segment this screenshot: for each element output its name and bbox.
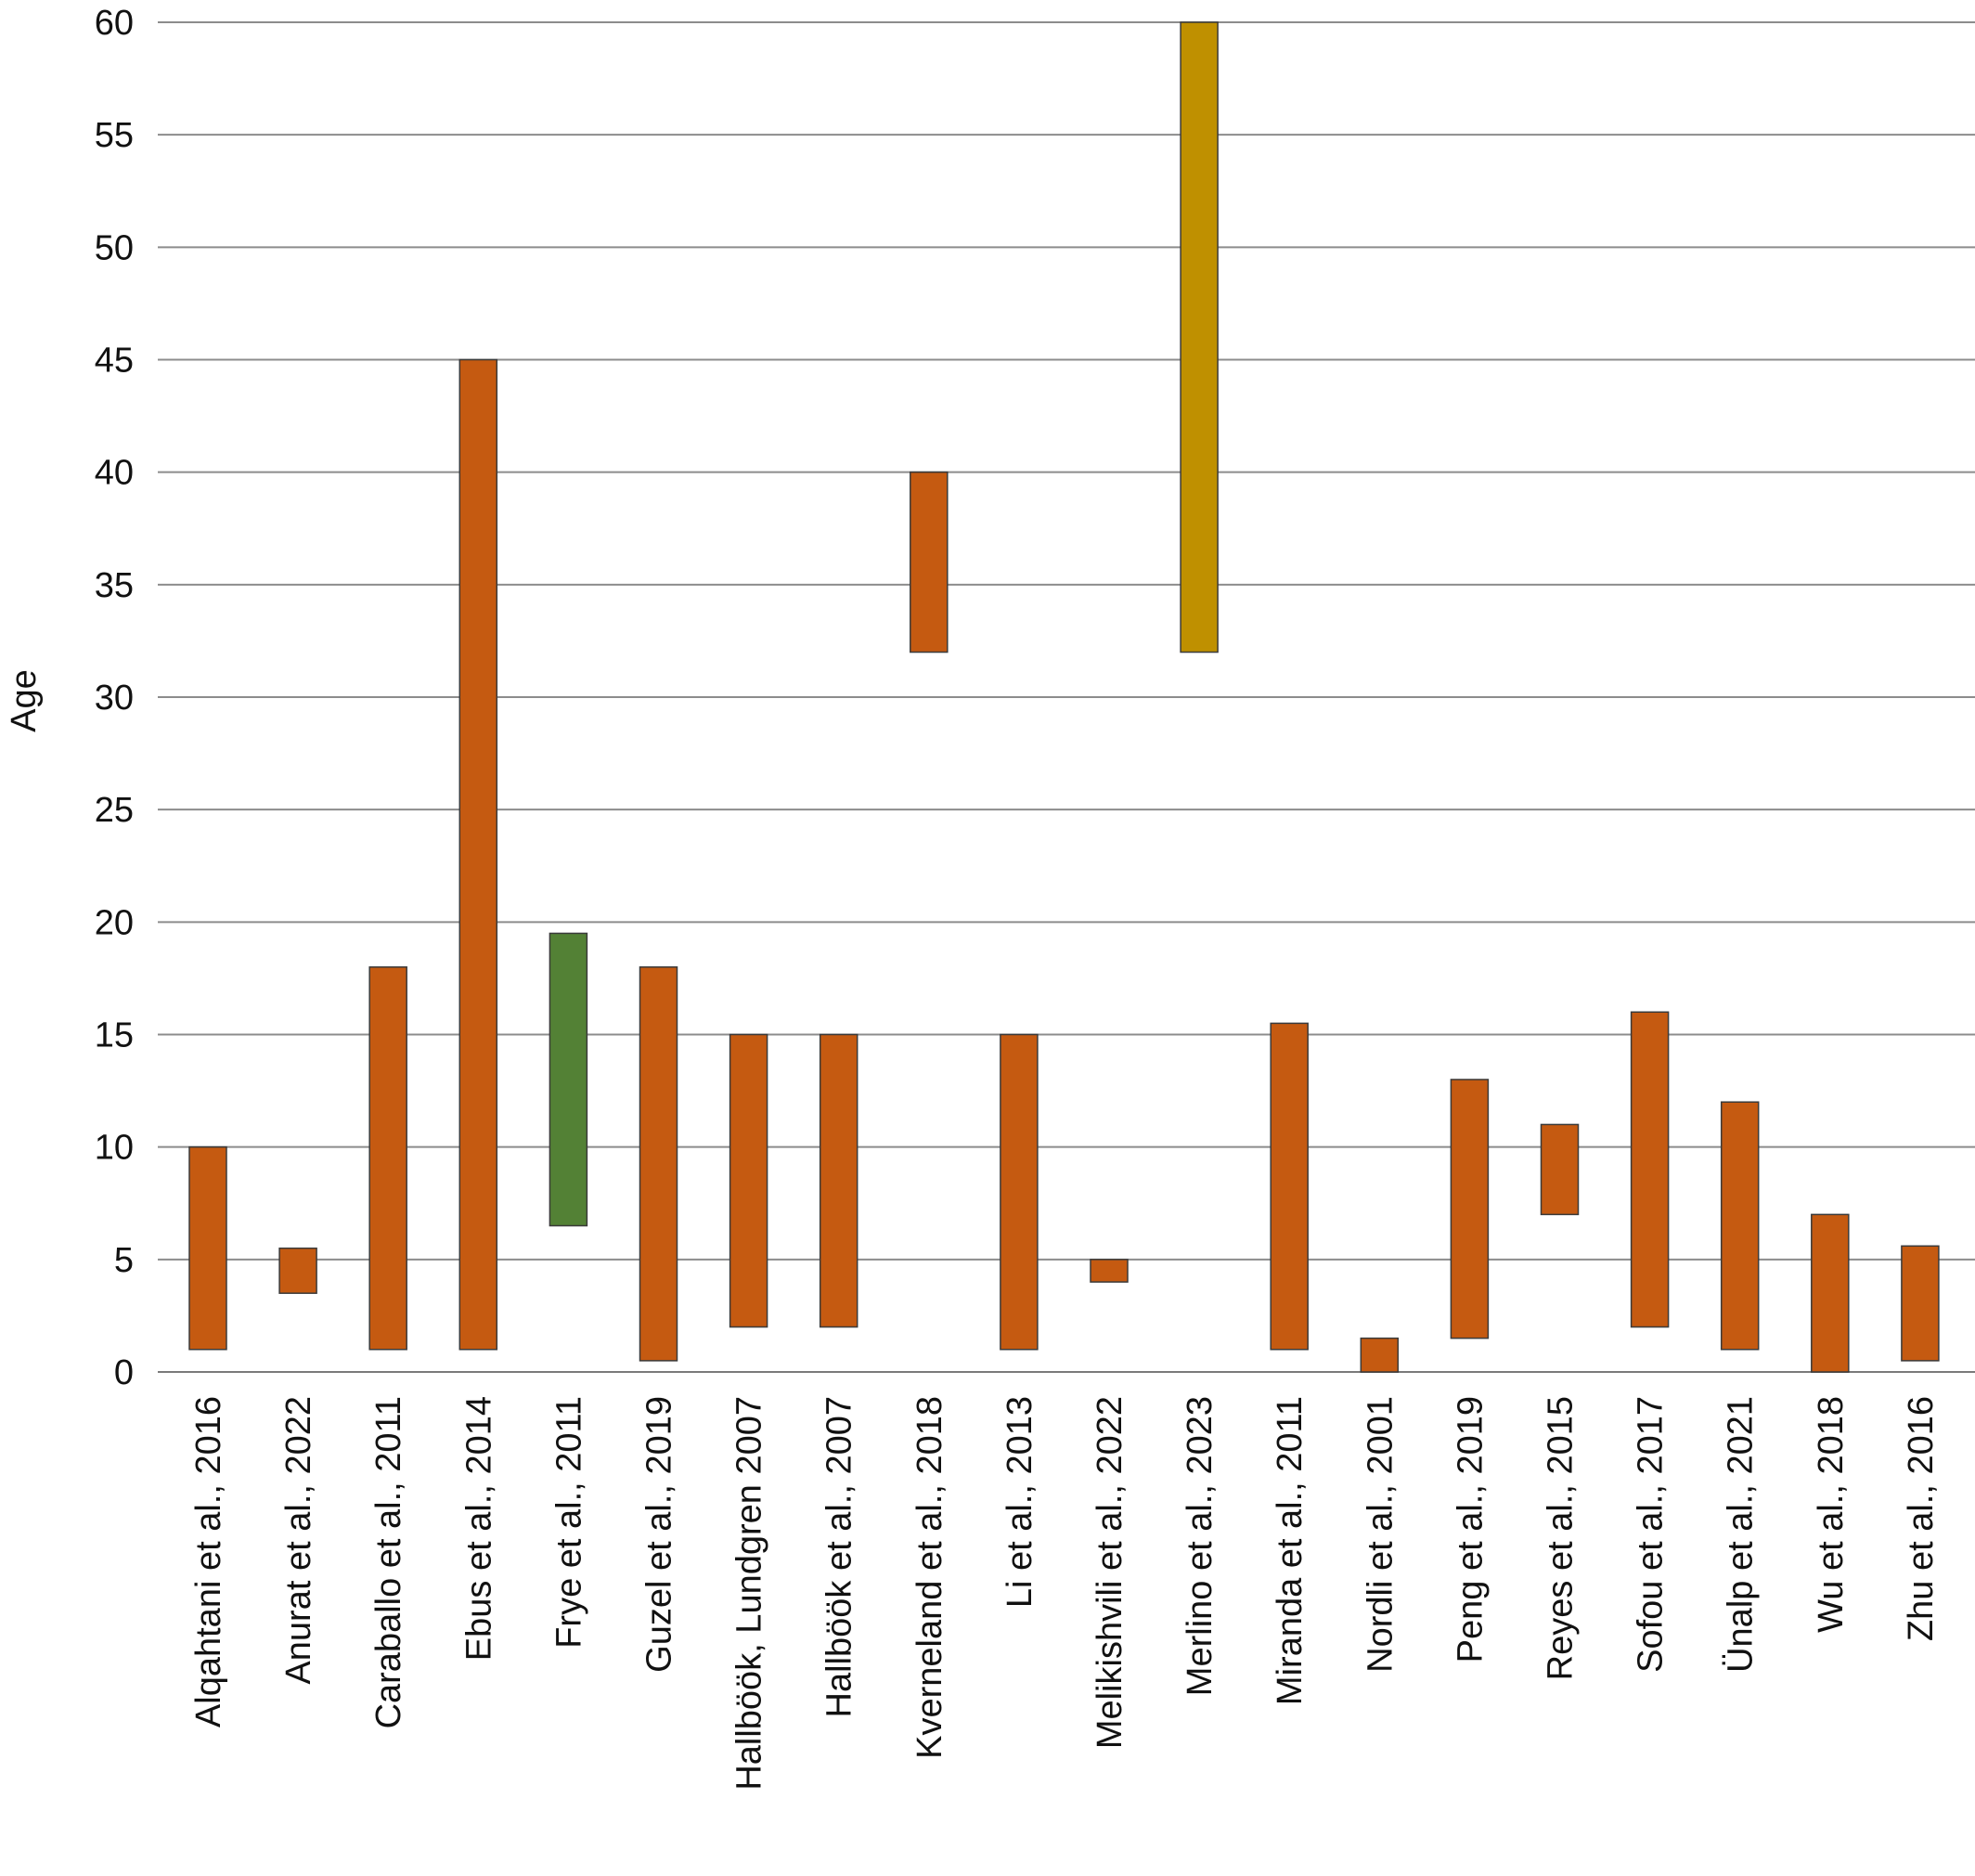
category-labels: Alqahtani et al., 2016 Anurat et al., 202… <box>189 1396 1941 1791</box>
category-label: Sofou et al., 2017 <box>1632 1396 1671 1673</box>
y-tick-label: 35 <box>95 566 134 605</box>
range-bar <box>368 966 407 1351</box>
category-label: Guzel et al., 2019 <box>640 1396 679 1673</box>
category-label: Peng et al., 2019 <box>1451 1396 1490 1663</box>
y-tick-label: 40 <box>95 454 134 493</box>
y-tick-label: 30 <box>95 679 134 718</box>
category-label: Miranda et al., 2011 <box>1271 1396 1310 1705</box>
y-axis-title: Age <box>5 669 44 732</box>
range-bar <box>1270 1022 1309 1351</box>
category-label: Kverneland et al., 2018 <box>910 1396 949 1759</box>
category-label: Nordli et al., 2001 <box>1361 1396 1400 1673</box>
category-label: Ebus et al., 2014 <box>459 1396 498 1661</box>
category-label: Hallböök, Lundgren 2007 <box>730 1396 769 1791</box>
category-label: Reyes et al., 2015 <box>1542 1396 1581 1680</box>
range-bar <box>1540 1123 1580 1216</box>
range-bar <box>1090 1259 1129 1283</box>
y-tick-label: 60 <box>95 4 134 43</box>
gridlines <box>158 21 1975 1373</box>
category-label: Ünalp et al., 2021 <box>1722 1396 1761 1673</box>
category-label: Frye et al., 2011 <box>549 1396 588 1649</box>
range-bar <box>1180 21 1219 653</box>
range-bar <box>278 1247 317 1294</box>
y-tick-labels: 0 5 10 15 20 25 30 35 40 45 50 55 60 <box>95 4 134 1392</box>
category-label: Li et al., 2013 <box>1000 1396 1039 1608</box>
category-label: Wu et al., 2018 <box>1812 1396 1851 1633</box>
category-label: Merlino et al., 2023 <box>1181 1396 1220 1696</box>
range-bar <box>819 1033 858 1328</box>
range-bar <box>188 1145 227 1351</box>
bars <box>188 21 1940 1373</box>
category-label: Caraballo et al., 2011 <box>369 1396 408 1728</box>
range-bar <box>1630 1011 1670 1328</box>
y-tick-label: 25 <box>95 791 134 830</box>
y-tick-label: 5 <box>114 1241 134 1280</box>
category-label: Alqahtani et al., 2016 <box>189 1396 228 1727</box>
y-tick-label: 45 <box>95 342 134 381</box>
range-bar <box>639 966 678 1362</box>
range-bar <box>1811 1213 1850 1373</box>
range-bar <box>910 471 949 653</box>
range-bar <box>1450 1079 1490 1339</box>
category-label: Zhu et al., 2016 <box>1902 1396 1941 1641</box>
range-bar <box>549 932 588 1227</box>
y-tick-label: 20 <box>95 903 134 942</box>
category-label: Melikishvili et al., 2022 <box>1091 1396 1129 1749</box>
category-label: Hallböök et al., 2007 <box>820 1396 859 1717</box>
y-tick-label: 15 <box>95 1016 134 1055</box>
range-bar <box>1720 1101 1760 1351</box>
category-label: Anurat et al., 2022 <box>279 1396 318 1685</box>
y-tick-label: 55 <box>95 116 134 155</box>
range-bar <box>1901 1245 1940 1362</box>
range-bar <box>1000 1033 1039 1351</box>
range-bar <box>1360 1337 1400 1373</box>
y-tick-label: 10 <box>95 1129 134 1168</box>
range-bar <box>729 1033 768 1328</box>
range-bar <box>458 358 498 1351</box>
y-tick-label: 50 <box>95 228 134 267</box>
y-tick-label: 0 <box>114 1353 134 1392</box>
